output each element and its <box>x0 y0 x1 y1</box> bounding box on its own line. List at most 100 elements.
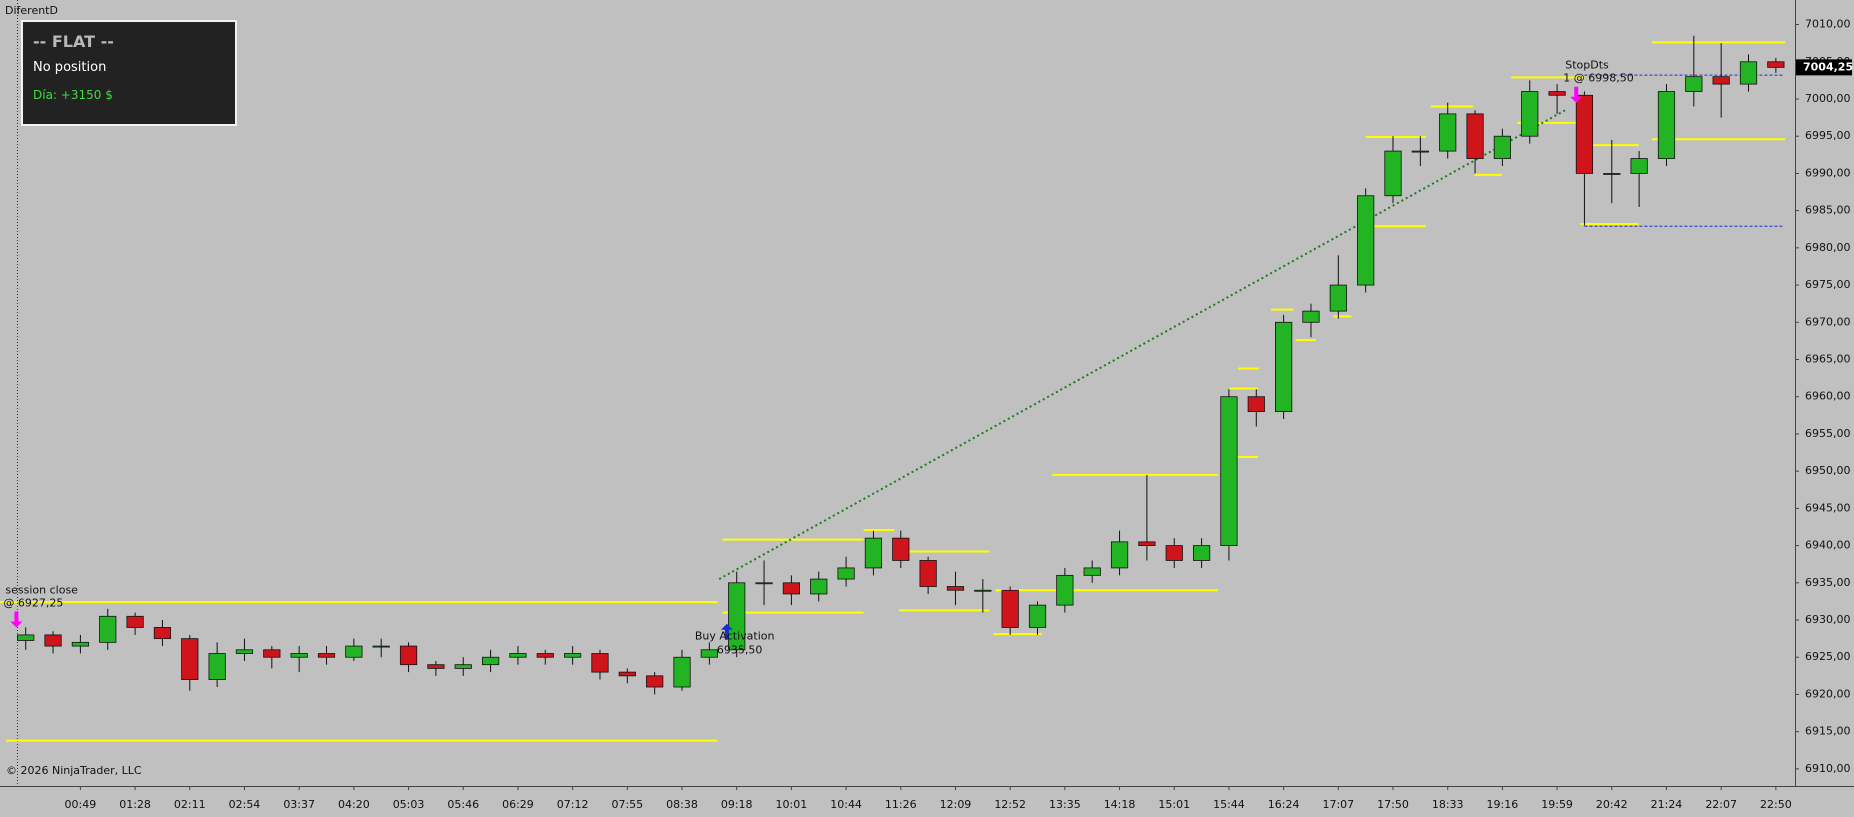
trade-marker <box>1570 86 1583 103</box>
y-tick-label: 6910,00 <box>1805 762 1851 775</box>
candle-body <box>1521 91 1539 137</box>
y-tick-label: 6990,00 <box>1805 166 1851 179</box>
x-tick-label: 15:44 <box>1213 798 1245 811</box>
marker-price: 6935,50 <box>717 644 763 657</box>
y-tick-label: 6930,00 <box>1805 613 1851 626</box>
candle-body <box>1712 76 1730 85</box>
candle-body <box>317 653 336 658</box>
y-tick-label: 6915,00 <box>1805 725 1851 738</box>
candle-body <box>1165 545 1183 561</box>
candle-body <box>235 649 254 654</box>
y-tick-label: 6955,00 <box>1805 427 1851 440</box>
x-tick-label: 08:38 <box>666 798 698 811</box>
x-tick-label: 20:42 <box>1596 798 1628 811</box>
position-panel: -- FLAT -- No position Día: +3150 $ <box>21 20 237 126</box>
candle-body <box>536 653 554 658</box>
y-tick-label: 6995,00 <box>1805 129 1851 142</box>
candle-body <box>646 675 664 688</box>
y-tick-label: 6975,00 <box>1805 278 1851 291</box>
candle-body <box>1083 567 1101 576</box>
candle-body <box>1439 113 1457 152</box>
x-tick-label: 10:01 <box>776 798 808 811</box>
candle-body <box>1275 321 1293 413</box>
last-price-tag <box>1796 59 1852 76</box>
chart-title: DiferentD <box>5 4 58 17</box>
candle-body <box>1110 541 1129 569</box>
candle-body <box>1657 91 1676 159</box>
candle-body <box>1630 158 1648 174</box>
candle-body <box>44 634 62 647</box>
candle-body <box>591 653 609 673</box>
candle-body <box>17 634 35 641</box>
x-tick-label: 01:28 <box>119 798 151 811</box>
candle-body <box>782 582 801 595</box>
candle-body <box>126 615 144 628</box>
x-tick-label: 13:35 <box>1049 798 1081 811</box>
candle-body <box>1028 604 1047 628</box>
candle-body <box>864 537 883 569</box>
plot-area: session close@ 6927,25 Buy Activation6935… <box>0 35 1786 742</box>
candle-body <box>263 649 281 658</box>
x-tick-label: 22:07 <box>1705 798 1737 811</box>
candle-body <box>1384 150 1402 197</box>
y-tick-label: 6970,00 <box>1805 315 1851 328</box>
candle-body <box>837 567 855 580</box>
candle-body <box>208 653 226 680</box>
trade-marker <box>720 623 733 640</box>
candle-body <box>153 627 172 640</box>
marker-label: Buy Activation <box>695 630 775 643</box>
y-tick-label: 6925,00 <box>1805 650 1851 663</box>
candle-body <box>1329 284 1347 312</box>
candle-body <box>755 582 773 585</box>
x-tick-label: 12:09 <box>940 798 972 811</box>
y-tick-label: 6960,00 <box>1805 390 1851 403</box>
marker-label: StopDts <box>1565 59 1609 72</box>
x-tick-label: 02:54 <box>229 798 261 811</box>
daily-pnl: Día: +3150 $ <box>33 88 113 102</box>
x-tick-label: 15:01 <box>1158 798 1190 811</box>
x-tick-label: 00:49 <box>65 798 97 811</box>
position-text: No position <box>33 60 107 75</box>
y-tick-label: 6965,00 <box>1805 353 1851 366</box>
x-tick-label: 02:11 <box>174 798 206 811</box>
x-tick-label: 19:59 <box>1541 798 1573 811</box>
candle-body <box>427 664 445 669</box>
x-tick-label: 22:50 <box>1760 798 1792 811</box>
candle-body <box>399 645 418 666</box>
candle-body <box>290 653 308 658</box>
candle-body <box>372 645 390 648</box>
candle-body <box>1493 135 1512 159</box>
y-tick-label: 6920,00 <box>1805 687 1851 700</box>
candle-body <box>673 656 691 688</box>
candle-body <box>728 582 746 651</box>
candle-body <box>810 578 828 595</box>
x-tick-label: 06:29 <box>502 798 534 811</box>
x-tick-label: 03:37 <box>283 798 315 811</box>
candle-body <box>509 653 527 658</box>
x-tick-label: 14:18 <box>1104 798 1136 811</box>
candle-body <box>700 649 718 658</box>
x-tick-label: 04:20 <box>338 798 370 811</box>
candle-body <box>1411 150 1429 153</box>
candle-body <box>892 537 910 561</box>
candle-body <box>181 638 199 680</box>
y-tick-label: 6940,00 <box>1805 539 1851 552</box>
candle-body <box>564 653 582 658</box>
candle-body <box>1739 61 1758 85</box>
x-tick-label: 10:44 <box>830 798 862 811</box>
y-tick-label: 6985,00 <box>1805 204 1851 217</box>
candle-body <box>1056 574 1074 606</box>
candle-body <box>1220 396 1238 546</box>
candle-body <box>974 589 992 592</box>
x-tick-label: 17:07 <box>1322 798 1354 811</box>
y-tick-label: 7000,00 <box>1805 92 1851 105</box>
candle-body <box>71 641 90 647</box>
candle-body <box>919 560 937 587</box>
candle-body <box>618 671 636 677</box>
candle-body <box>1603 173 1621 175</box>
trendline <box>718 109 1566 580</box>
marker-label: session close <box>5 583 78 596</box>
